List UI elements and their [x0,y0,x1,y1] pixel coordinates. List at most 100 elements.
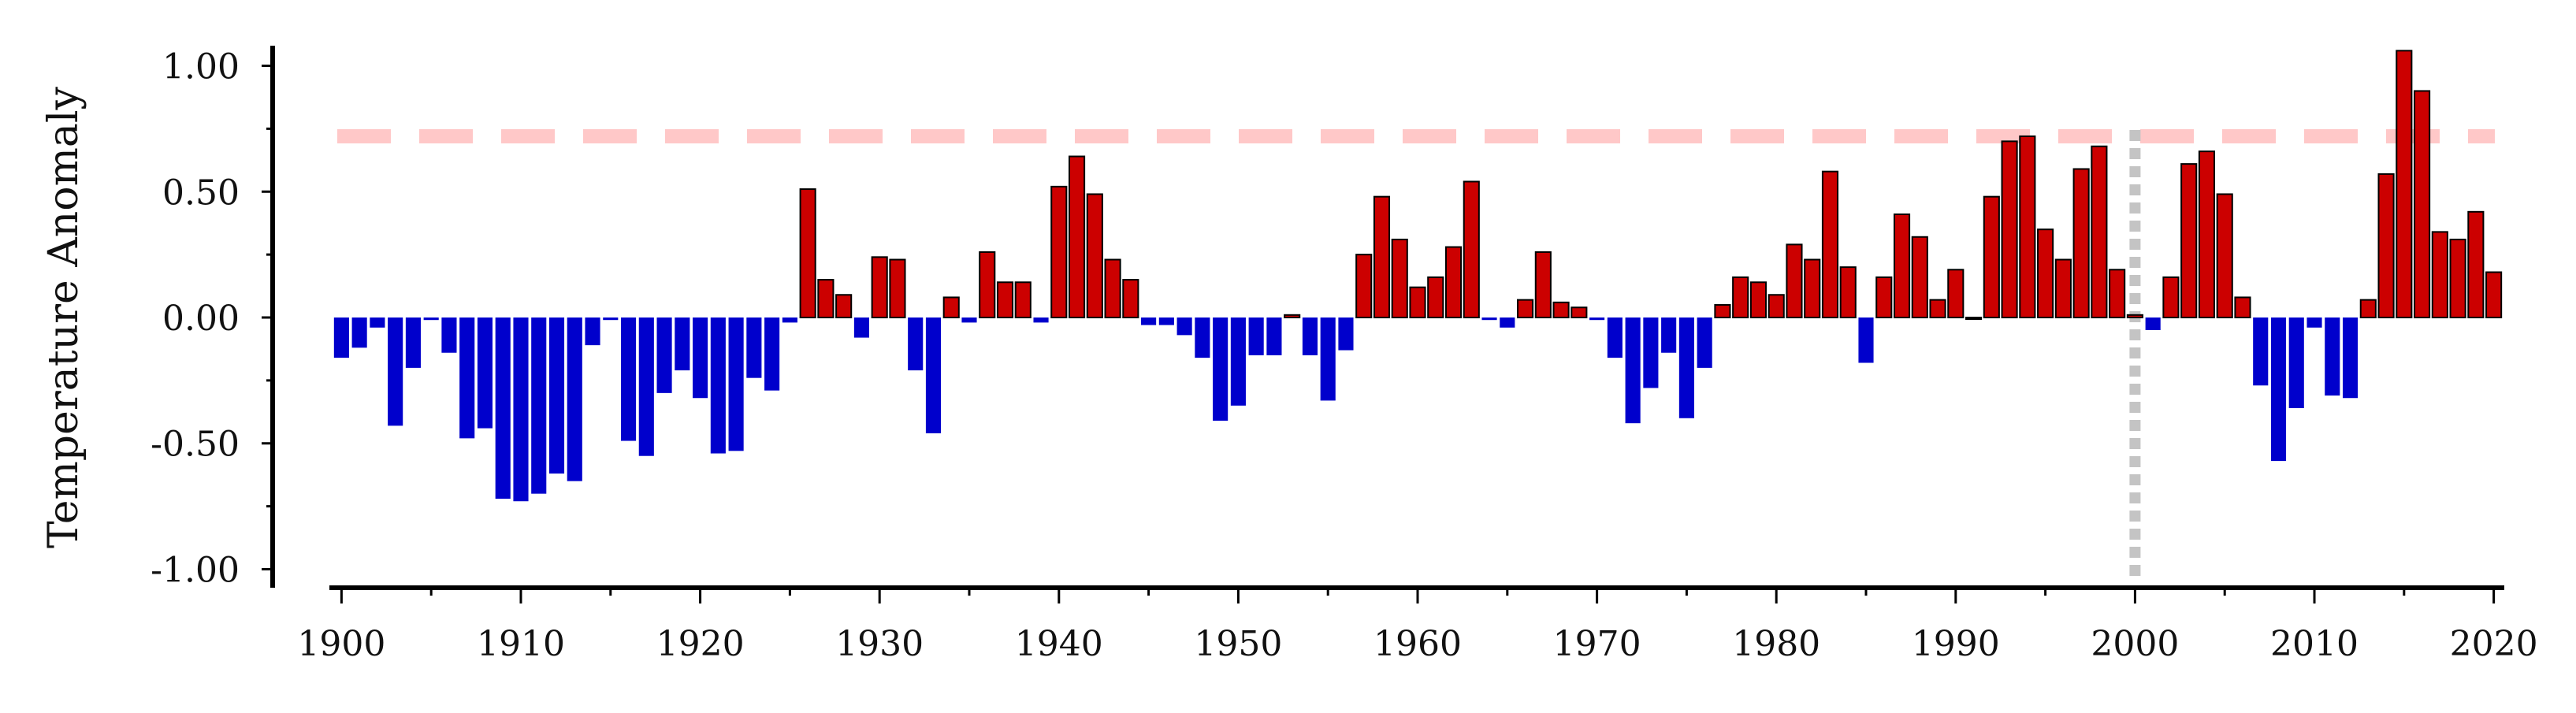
bar-1992 [1983,195,2000,318]
bar-2013 [2359,299,2377,318]
bar-2010 [2307,318,2322,328]
bar-2004 [2198,150,2216,318]
bar-1901 [351,318,367,348]
bar-1920 [693,318,708,399]
x-tick-label: 2010 [2270,624,2359,664]
bar-1972 [1625,318,1641,424]
bar-2016 [2414,90,2431,318]
bar-1968 [1552,301,1570,318]
bar-1943 [1104,258,1121,318]
y-axis-label: Temperature Anomaly [40,86,87,548]
bar-1958 [1373,195,1391,318]
x-tick-label: 1930 [835,624,924,664]
bar-1967 [1534,251,1552,318]
bar-1951 [1248,318,1264,355]
bar-1983 [1821,170,1839,318]
bar-1939 [1033,318,1049,323]
x-ticks-layer: 1900 1910 1920 1930 1940 1950 1960 1970 1980 1990… [297,588,2538,664]
bar-1926 [799,188,816,318]
bar-1931 [889,258,906,318]
bar-1941 [1068,155,1086,318]
bar-1993 [2001,140,2018,318]
x-tick-label: 1910 [477,624,565,664]
bar-1918 [656,318,672,393]
bar-1911 [531,318,547,494]
x-tick-label: 1900 [297,624,385,664]
bar-1913 [567,318,582,481]
bar-2005 [2216,193,2233,318]
x-tick-label: 1920 [656,624,745,664]
bar-1975 [1678,318,1694,418]
bar-1966 [1517,299,1534,318]
bar-1917 [638,318,654,456]
bar-1950 [1230,318,1246,406]
bar-1988 [1911,236,1928,319]
bar-1979 [1749,281,1768,318]
y-tick-label: -1.00 [151,550,240,590]
bar-1994 [2019,135,2036,318]
y-ticks-layer: 1.00 0.50 0.00 -0.50 -1.00 [151,47,273,590]
bar-1932 [908,318,924,371]
y-tick-label: 0.50 [162,173,240,213]
bar-1906 [441,318,457,353]
bar-1916 [620,318,637,441]
bar-1998 [2091,145,2108,318]
bar-1905 [423,318,439,321]
bar-1977 [1714,304,1731,318]
x-tick-label: 1940 [1015,624,1103,664]
bar-1960 [1409,286,1426,318]
bar-2020 [2485,271,2503,318]
bar-1921 [710,318,726,454]
bar-1957 [1355,254,1373,318]
bar-2012 [2342,318,2359,399]
bar-1953 [1284,314,1301,318]
bar-1961 [1427,276,1444,318]
bar-1980 [1768,294,1785,318]
bar-1963 [1463,180,1480,318]
y-tick-label: 1.00 [162,47,240,87]
bar-2006 [2234,296,2251,318]
bar-2011 [2325,318,2340,396]
bar-1935 [961,318,977,323]
bar-1919 [675,318,690,371]
bar-1904 [405,318,421,368]
bar-1973 [1643,318,1659,388]
bars-layer [333,50,2503,502]
bar-1915 [603,318,619,321]
bar-1948 [1195,318,1210,358]
bar-2007 [2253,318,2269,386]
bar-2002 [2162,276,2180,318]
bar-1991 [1965,317,1983,320]
bar-1927 [817,279,835,318]
x-tick-label: 1980 [1732,624,1820,664]
bar-1903 [388,318,403,426]
x-tick-label: 1990 [1912,624,2000,664]
bar-1933 [925,318,942,433]
bar-1956 [1338,318,1354,351]
bar-1938 [1014,281,1032,318]
bar-1946 [1158,318,1174,325]
bar-2014 [2377,173,2395,318]
bar-1928 [835,294,853,318]
bar-1924 [764,318,780,391]
bar-1947 [1176,318,1192,336]
bar-1984 [1839,266,1857,318]
bar-1990 [1947,269,1965,318]
bar-2017 [2431,231,2448,319]
bar-1999 [2109,269,2126,318]
bar-1908 [477,318,493,429]
bar-1976 [1697,318,1712,368]
bar-1978 [1732,276,1749,318]
bar-1910 [513,318,529,502]
bar-1945 [1141,318,1157,325]
bar-1944 [1122,279,1139,318]
bar-2019 [2467,210,2485,319]
bar-1969 [1571,306,1588,318]
bar-1940 [1050,185,1068,318]
bar-1965 [1500,318,1515,328]
bar-1902 [370,318,385,328]
bar-1936 [979,251,996,318]
bar-1970 [1589,318,1605,321]
